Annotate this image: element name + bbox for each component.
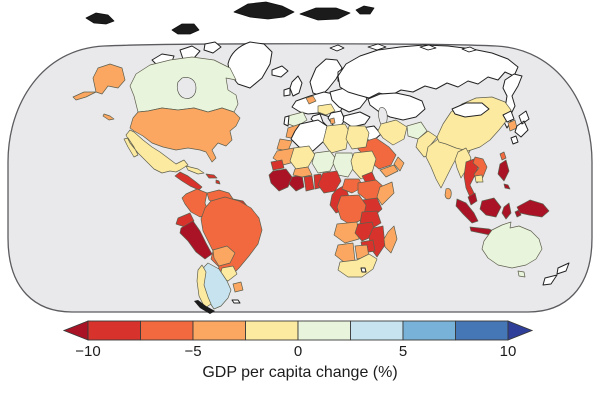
region-chad <box>332 152 355 178</box>
region-denmark-nl <box>305 95 317 105</box>
region-egypt <box>345 125 370 150</box>
region-uruguay <box>232 281 244 293</box>
chile-south-coast <box>194 300 215 314</box>
colorbar-arrow-right <box>507 320 534 341</box>
coast-fragment <box>171 23 200 35</box>
region-guinea-group <box>268 168 293 192</box>
coast-fragment <box>85 12 115 25</box>
colorbar-arrow-left <box>62 320 89 341</box>
tick-label: 10 <box>500 343 517 360</box>
region-hispaniola <box>205 173 221 185</box>
region-ghana <box>303 175 315 192</box>
region-australia <box>481 221 543 269</box>
arctic-islands <box>329 43 477 53</box>
colorbar-segment-3 <box>192 320 246 341</box>
region-tasmania <box>517 270 526 278</box>
region-burkina <box>292 166 313 178</box>
colorbar-segment-4 <box>245 320 299 341</box>
region-mexico <box>123 129 189 174</box>
region-iceland <box>271 65 289 78</box>
region-bolivia <box>212 245 236 267</box>
region-new-guinea <box>516 199 550 218</box>
region-turkey <box>342 111 371 128</box>
tick-label: 0 <box>294 343 302 360</box>
region-portugal <box>283 115 290 127</box>
region-madagascar <box>383 225 398 254</box>
region-myanmar <box>454 147 472 179</box>
region-japan <box>510 110 530 145</box>
region-south-africa <box>337 253 378 278</box>
colorbar-segment-7 <box>402 320 456 341</box>
tick-label: 5 <box>399 343 407 360</box>
coast-fragment <box>233 1 295 20</box>
region-usa <box>129 107 241 163</box>
tick-label: −10 <box>75 343 100 360</box>
colorbar-segment-1 <box>87 320 141 341</box>
region-algeria <box>290 119 328 152</box>
colorbar-segment-8 <box>455 320 509 341</box>
region-yemen <box>379 164 399 178</box>
colorbar-segment-5 <box>297 320 351 341</box>
region-peru <box>179 220 213 260</box>
coast-fragment <box>355 5 375 15</box>
hudson-bay <box>176 77 197 99</box>
region-iran <box>377 119 408 146</box>
region-malaysia <box>467 192 478 206</box>
region-nz <box>542 262 570 286</box>
region-greenland <box>227 41 273 89</box>
region-cambodia <box>474 174 484 183</box>
region-niger <box>311 150 337 174</box>
region-falklands <box>231 299 241 304</box>
coast-fragment <box>299 7 351 21</box>
region-philippines <box>497 159 511 190</box>
region-chile <box>196 264 212 309</box>
region-albania <box>329 117 336 125</box>
region-lesotho <box>360 267 367 273</box>
colorbar-ticks: −10 −5 0 5 10 <box>75 343 516 360</box>
region-ireland <box>283 87 291 97</box>
region-alaska <box>72 63 126 101</box>
region-oman <box>393 156 405 172</box>
region-mongolia <box>451 102 490 118</box>
colorbar <box>62 320 534 341</box>
region-n-korea <box>502 110 515 123</box>
region-taiwan <box>499 151 507 161</box>
top-coastline-fragments <box>85 1 375 35</box>
region-hawaii <box>102 113 115 121</box>
region-somalia <box>376 181 395 206</box>
region-angola <box>333 221 360 244</box>
countries <box>72 41 570 314</box>
region-libya <box>322 123 350 154</box>
region-kazakhstan <box>367 92 426 121</box>
region-senegal <box>270 159 285 171</box>
colorbar-title: GDP per capita change (%) <box>202 364 397 381</box>
tick-label: −5 <box>184 343 201 360</box>
colorbar-segment-6 <box>350 320 404 341</box>
region-sri-lanka <box>444 188 452 200</box>
colorbar-segment-2 <box>140 320 194 341</box>
region-cuba <box>185 165 205 175</box>
